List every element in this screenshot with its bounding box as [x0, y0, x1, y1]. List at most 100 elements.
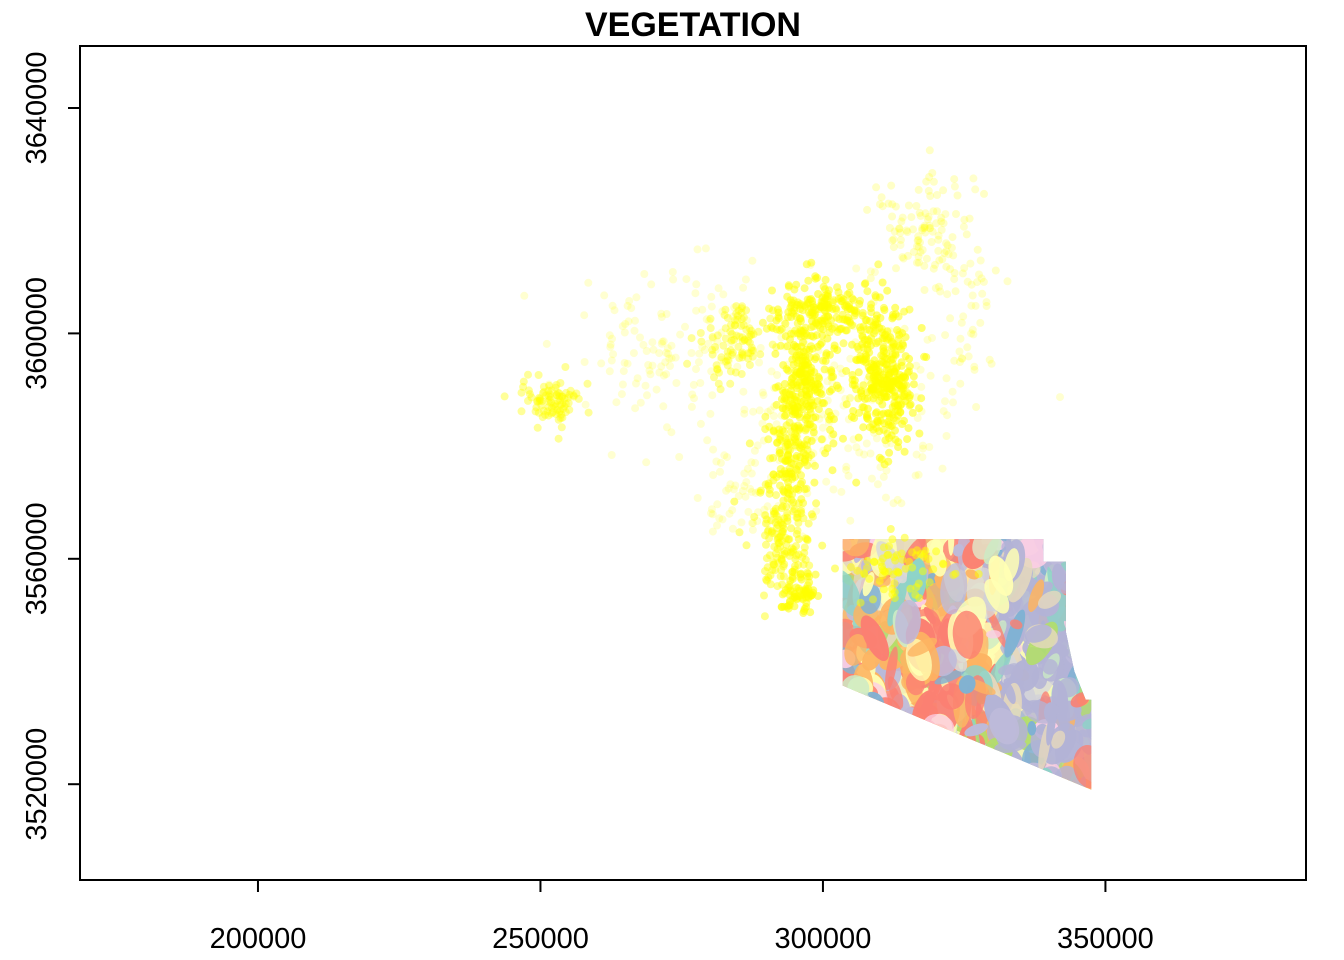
- data-point: [756, 344, 765, 352]
- data-point: [715, 368, 723, 377]
- data-point: [793, 432, 802, 441]
- data-point: [756, 486, 765, 495]
- raster-cell: [880, 778, 912, 790]
- data-point: [753, 441, 762, 450]
- data-point: [700, 346, 709, 354]
- data-point: [823, 412, 832, 421]
- data-point: [968, 291, 977, 300]
- data-point: [551, 383, 560, 392]
- data-point: [727, 336, 736, 345]
- data-point: [584, 408, 593, 417]
- data-point: [880, 334, 889, 343]
- data-point: [555, 389, 564, 398]
- data-point: [780, 547, 789, 555]
- data-point: [799, 326, 808, 335]
- data-point: [987, 359, 996, 368]
- data-point: [770, 402, 779, 411]
- raster-cell: [938, 683, 965, 710]
- data-point: [867, 308, 876, 317]
- data-point: [728, 348, 737, 357]
- raster-cell: [931, 780, 946, 790]
- data-point: [886, 333, 895, 342]
- data-point: [665, 354, 674, 363]
- raster-cell: [868, 753, 902, 790]
- data-point: [605, 367, 614, 376]
- data-point: [940, 249, 949, 257]
- data-point: [850, 306, 859, 315]
- data-point: [758, 388, 767, 397]
- y-axis: 3520000 3560000 3600000 3640000: [21, 52, 81, 841]
- data-point: [738, 337, 747, 346]
- data-point: [846, 393, 855, 402]
- data-point: [726, 480, 735, 489]
- data-point: [903, 251, 912, 260]
- data-point: [857, 385, 865, 394]
- raster-cell: [948, 539, 955, 556]
- data-point: [716, 467, 724, 476]
- raster-cell: [1004, 681, 1016, 704]
- data-point: [776, 341, 785, 350]
- data-point: [921, 209, 930, 218]
- data-point: [847, 563, 855, 572]
- data-point: [721, 334, 730, 343]
- raster-cell: [880, 753, 900, 775]
- data-point: [778, 550, 787, 559]
- data-point: [554, 434, 563, 443]
- data-point: [804, 593, 813, 602]
- data-point: [633, 374, 642, 383]
- data-point: [618, 380, 627, 389]
- data-point: [727, 320, 735, 329]
- y-tick-label: 3560000: [21, 502, 53, 615]
- data-point: [782, 474, 791, 483]
- data-point: [882, 466, 891, 475]
- data-point: [776, 481, 784, 490]
- x-tick-label: 200000: [210, 923, 307, 955]
- data-point: [903, 389, 912, 398]
- data-point: [893, 394, 902, 403]
- data-point: [793, 509, 802, 518]
- data-point: [739, 283, 748, 292]
- raster-cell: [986, 630, 1001, 639]
- data-point: [768, 306, 777, 315]
- data-point: [807, 376, 816, 385]
- raster-cell: [1066, 550, 1092, 590]
- raster-cell: [935, 767, 964, 782]
- data-point: [557, 410, 566, 419]
- data-point: [803, 393, 811, 401]
- data-point: [805, 561, 814, 570]
- data-point: [976, 256, 985, 265]
- data-point: [894, 328, 903, 337]
- raster-cell: [865, 735, 879, 752]
- data-point: [925, 224, 934, 233]
- data-point: [783, 489, 792, 497]
- data-point: [925, 578, 934, 587]
- data-point: [932, 547, 941, 556]
- data-point: [759, 436, 768, 445]
- data-point: [771, 566, 780, 575]
- data-point: [717, 328, 726, 337]
- data-point: [707, 292, 716, 301]
- data-point: [846, 516, 855, 525]
- raster-cell: [966, 771, 989, 781]
- data-point: [698, 305, 707, 314]
- data-point: [920, 261, 929, 270]
- data-point: [739, 387, 748, 396]
- raster-cell: [959, 768, 976, 790]
- data-point: [828, 432, 836, 441]
- data-point: [818, 423, 827, 432]
- data-point: [846, 394, 854, 403]
- raster-cell: [883, 762, 902, 790]
- data-point: [967, 301, 976, 310]
- data-point: [747, 487, 756, 496]
- data-point: [542, 339, 551, 348]
- data-point: [790, 392, 799, 401]
- data-point: [738, 302, 747, 311]
- data-point: [772, 400, 781, 409]
- data-point: [979, 277, 988, 286]
- raster-cell: [895, 599, 921, 645]
- data-point: [776, 572, 785, 581]
- data-point: [787, 470, 796, 479]
- data-point: [895, 342, 903, 351]
- raster-cell: [862, 706, 889, 756]
- data-point: [889, 340, 898, 349]
